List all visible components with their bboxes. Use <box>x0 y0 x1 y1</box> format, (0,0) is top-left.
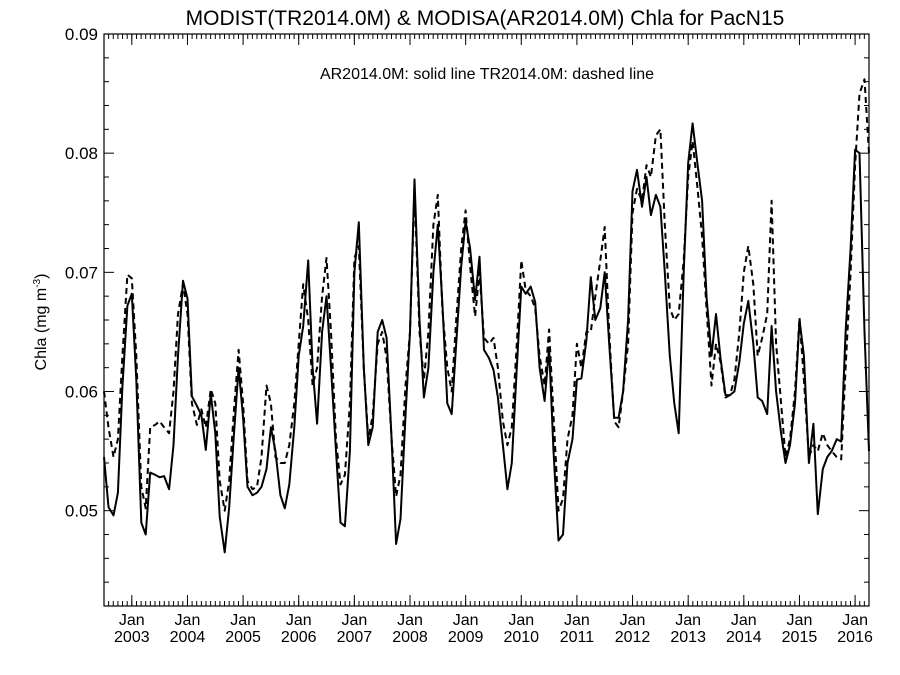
x-tick-labels: Jan2003Jan2004Jan2005Jan2006Jan2007Jan20… <box>114 612 873 646</box>
chart-title: MODIST(TR2014.0M) & MODISA(AR2014.0M) Ch… <box>186 7 785 30</box>
x-tick-year-label: 2007 <box>337 629 373 646</box>
y-tick-label: 0.06 <box>65 383 98 402</box>
x-tick-month-label: Jan <box>286 612 312 629</box>
x-tick-month-label: Jan <box>842 612 868 629</box>
x-tick-month-label: Jan <box>119 612 145 629</box>
x-tick-year-label: 2005 <box>225 629 261 646</box>
x-tick-month-label: Jan <box>675 612 701 629</box>
y-axis-label-main: Chla (mg m <box>33 288 50 371</box>
x-tick-year-label: 2009 <box>448 629 484 646</box>
x-tick-year-label: 2016 <box>837 629 873 646</box>
y-axis-label-superscript: -3 <box>32 278 43 287</box>
axis-ticks <box>103 33 870 607</box>
x-tick-month-label: Jan <box>787 612 813 629</box>
chart-annotation: AR2014.0M: solid line TR2014.0M: dashed … <box>320 66 654 83</box>
x-tick-month-label: Jan <box>341 612 367 629</box>
y-tick-label: 0.05 <box>65 502 98 521</box>
plot-area-frame <box>103 33 870 607</box>
x-tick-month-label: Jan <box>230 612 256 629</box>
x-tick-year-label: 2012 <box>615 629 651 646</box>
x-tick-month-label: Jan <box>564 612 590 629</box>
x-tick-year-label: 2006 <box>281 629 317 646</box>
x-tick-month-label: Jan <box>397 612 423 629</box>
x-tick-year-label: 2014 <box>726 629 762 646</box>
y-axis-label-close: ) <box>33 274 50 279</box>
x-tick-month-label: Jan <box>175 612 201 629</box>
x-tick-month-label: Jan <box>620 612 646 629</box>
x-tick-month-label: Jan <box>453 612 479 629</box>
solid-series-line <box>103 122 870 554</box>
x-tick-year-label: 2008 <box>392 629 428 646</box>
x-tick-year-label: 2003 <box>114 629 150 646</box>
x-tick-year-label: 2015 <box>782 629 818 646</box>
x-tick-year-label: 2013 <box>670 629 706 646</box>
x-tick-year-label: 2004 <box>170 629 206 646</box>
x-tick-year-label: 2011 <box>560 629 595 646</box>
y-tick-label: 0.07 <box>65 263 98 282</box>
y-tick-labels: 0.05 0.06 0.07 0.08 0.09 <box>65 25 98 521</box>
y-axis-label: Chla (mg m-3) <box>32 274 50 371</box>
dashed-series-line <box>103 78 870 512</box>
x-tick-month-label: Jan <box>731 612 757 629</box>
y-tick-label: 0.08 <box>65 144 98 163</box>
x-tick-year-label: 2010 <box>503 629 539 646</box>
data-series <box>103 78 870 554</box>
y-tick-label: 0.09 <box>65 25 98 44</box>
x-tick-month-label: Jan <box>508 612 534 629</box>
